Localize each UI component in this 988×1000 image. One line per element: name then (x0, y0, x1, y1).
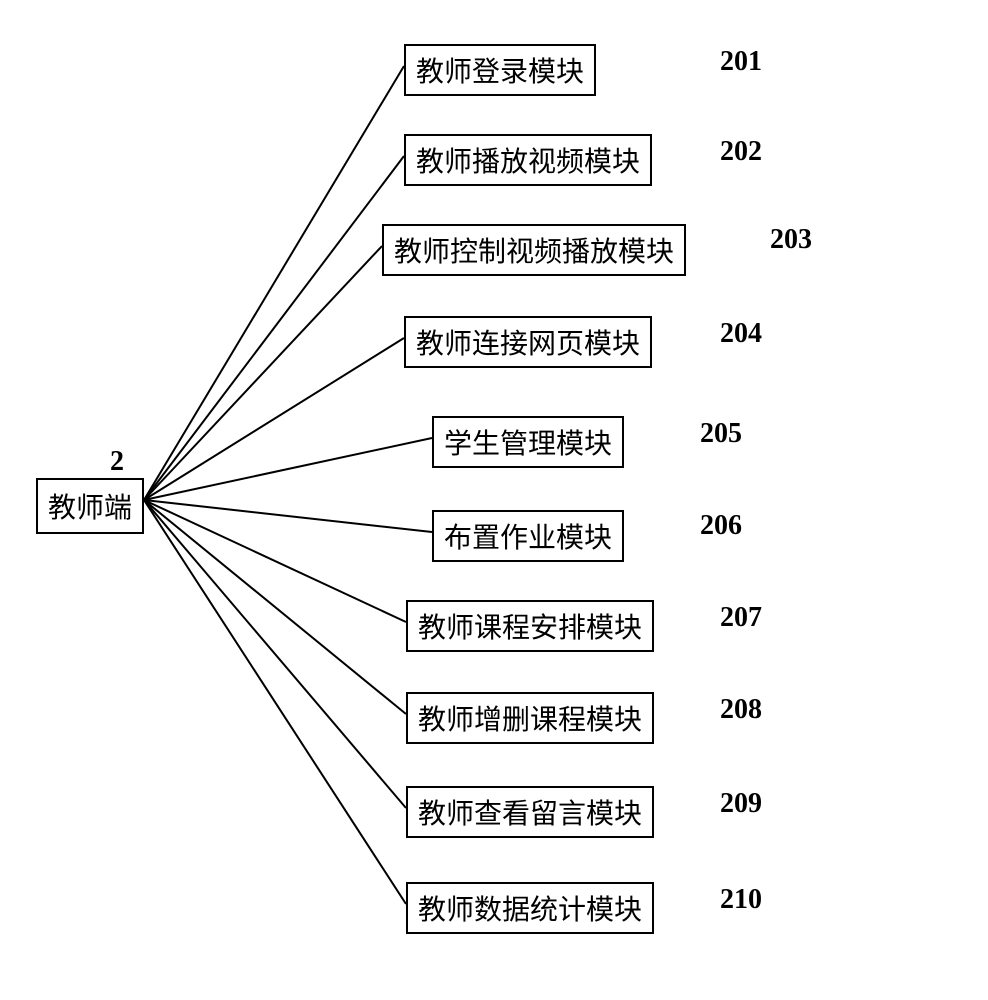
node-box: 学生管理模块 (432, 416, 624, 468)
node-number: 209 (720, 788, 762, 820)
node-number: 206 (700, 510, 742, 542)
root-box: 教师端 (36, 478, 144, 534)
node-box: 教师连接网页模块 (404, 316, 652, 368)
node-label: 布置作业模块 (444, 523, 612, 554)
node-box: 教师播放视频模块 (404, 134, 652, 186)
node-box: 教师数据统计模块 (406, 882, 654, 934)
node-label: 教师查看留言模块 (418, 799, 642, 830)
node-number: 204 (720, 318, 762, 350)
node-label: 教师数据统计模块 (418, 895, 642, 926)
node-number: 210 (720, 884, 762, 916)
node-box: 布置作业模块 (432, 510, 624, 562)
node-label: 学生管理模块 (444, 429, 612, 460)
node-number: 205 (700, 418, 742, 450)
node-box: 教师控制视频播放模块 (382, 224, 686, 276)
node-box: 教师登录模块 (404, 44, 596, 96)
node-box: 教师课程安排模块 (406, 600, 654, 652)
node-number: 208 (720, 694, 762, 726)
node-box: 教师增删课程模块 (406, 692, 654, 744)
node-number: 201 (720, 46, 762, 78)
root-number: 2 (110, 446, 124, 478)
node-label: 教师控制视频播放模块 (394, 237, 674, 268)
node-number: 203 (770, 224, 812, 256)
node-label: 教师播放视频模块 (416, 147, 640, 178)
root-label: 教师端 (48, 493, 132, 524)
node-number: 207 (720, 602, 762, 634)
node-number: 202 (720, 136, 762, 168)
node-label: 教师连接网页模块 (416, 329, 640, 360)
tree-diagram: 教师端 2 教师登录模块 201 教师播放视频模块 202 教师控制视频播放模块 203 教… (0, 0, 988, 1000)
node-label: 教师增删课程模块 (418, 705, 642, 736)
node-label: 教师课程安排模块 (418, 613, 642, 644)
node-box: 教师查看留言模块 (406, 786, 654, 838)
node-label: 教师登录模块 (416, 57, 584, 88)
